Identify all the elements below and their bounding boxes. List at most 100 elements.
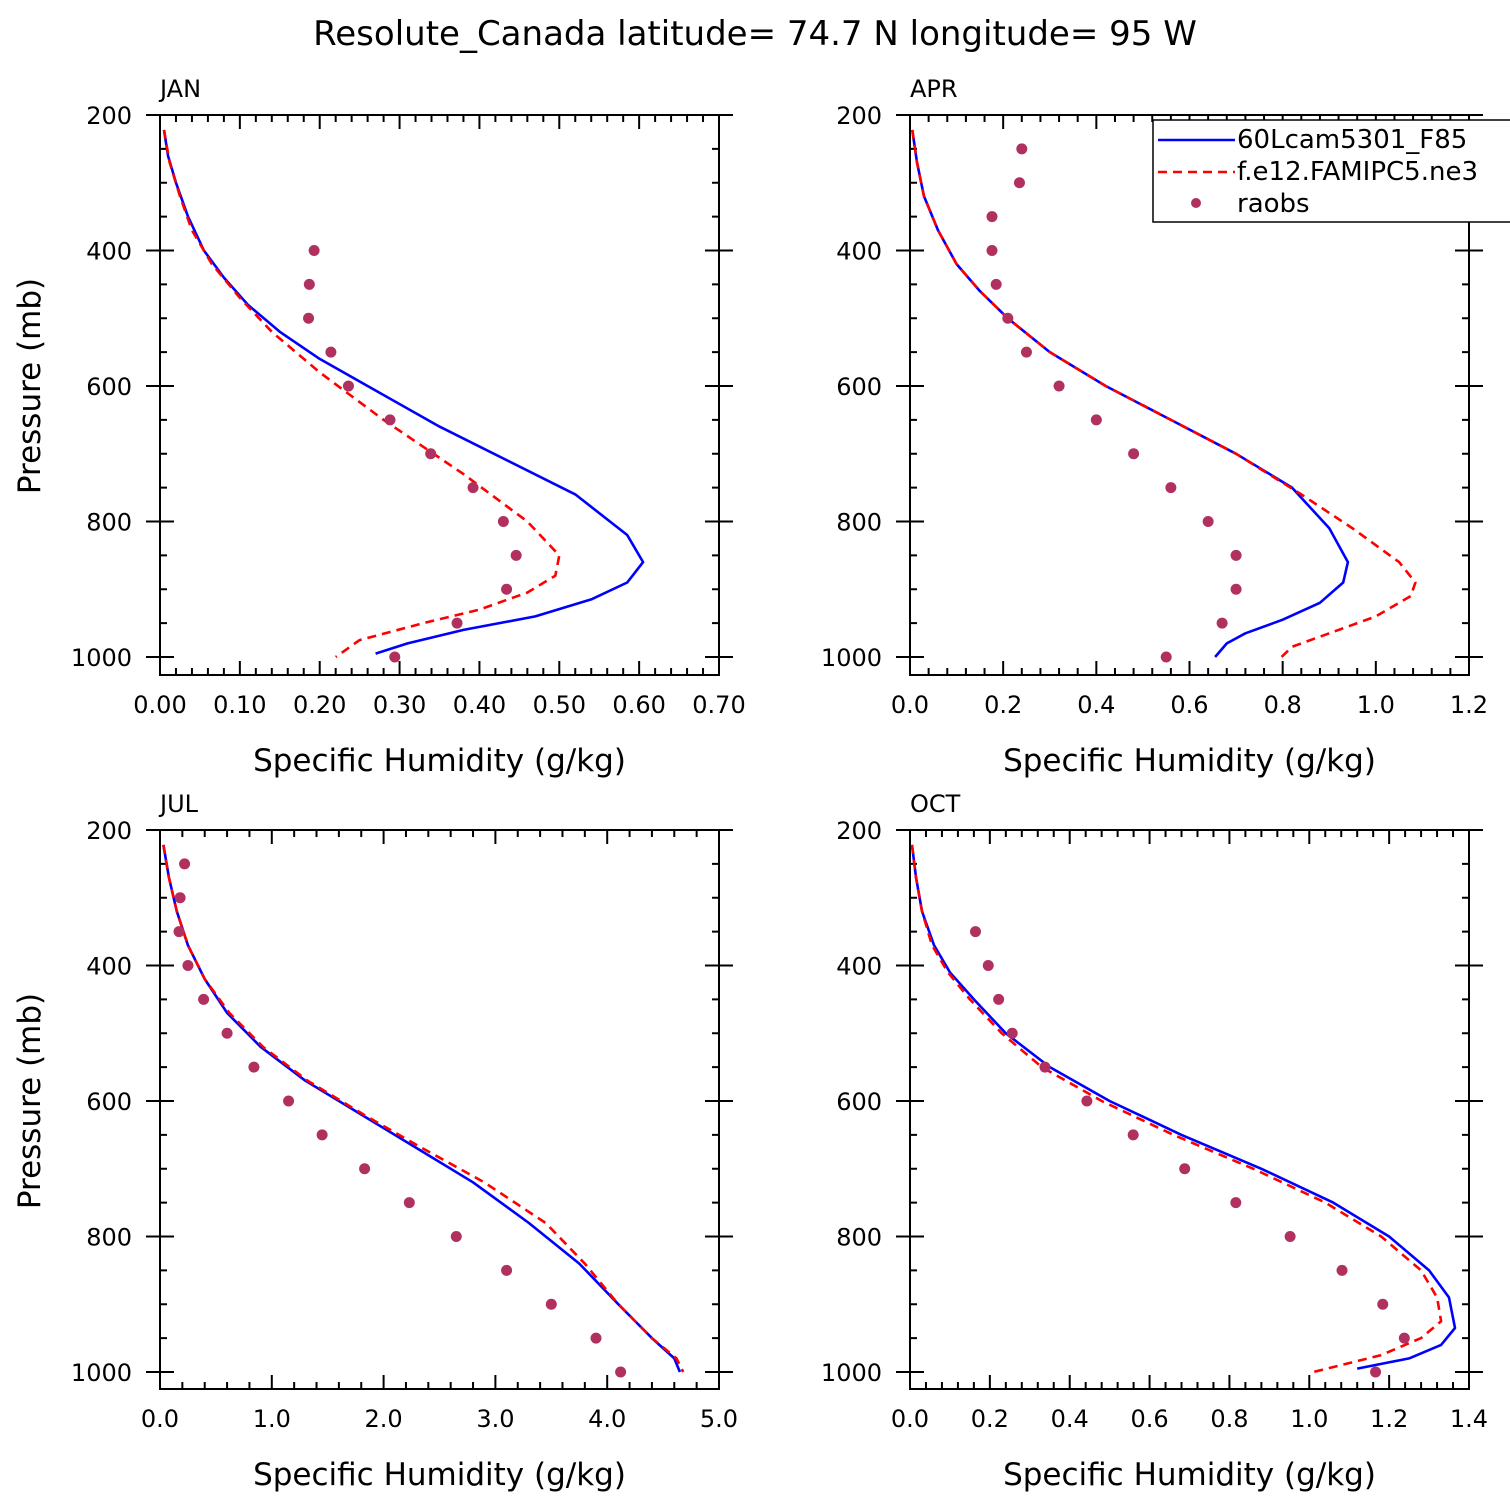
raobs-point-apr <box>986 245 998 256</box>
raobs-point-apr <box>1160 651 1172 663</box>
x-tick-label: 0.4 <box>1077 691 1115 719</box>
raobs-point-jul <box>450 1231 462 1242</box>
plot-frame-jul <box>159 829 720 1390</box>
raobs-point-jul <box>501 1264 513 1276</box>
raobs-point-apr <box>1216 617 1228 629</box>
x-tick-label: 0.10 <box>213 691 266 719</box>
raobs-point-apr <box>1013 177 1025 189</box>
x-tick-label: 1.0 <box>253 1405 291 1433</box>
y-tick-label: 1000 <box>821 644 882 672</box>
panel-jan: JAN 0.00 0.10 0.20 0.30 0.40 0.50 0.60 0.70 200 4… <box>12 75 746 779</box>
x-tick-label: 0.4 <box>1051 1405 1089 1433</box>
raobs-point-jul <box>182 960 194 971</box>
x-tick-label: 0.40 <box>453 691 506 719</box>
y-tick-label: 1000 <box>821 1359 882 1387</box>
x-tick-label: 1.0 <box>1357 691 1395 719</box>
legend-label-model-1: 60Lcam5301_F85 <box>1237 125 1467 155</box>
x-tick-label: 0.8 <box>1210 1405 1248 1433</box>
raobs-point-apr <box>1230 549 1242 561</box>
x-tick-label: 0.6 <box>1130 1405 1168 1433</box>
raobs-point-jul <box>283 1095 295 1107</box>
raobs-point-jan <box>501 583 513 595</box>
raobs-point-apr <box>1128 448 1140 460</box>
line-fe12-famipc5-jan <box>162 129 561 659</box>
x-tick-label: 0.60 <box>612 691 665 719</box>
raobs-point-jul <box>198 993 210 1005</box>
figure-title: Resolute_Canada latitude= 74.7 N longitu… <box>313 14 1197 54</box>
y-tick-label: 600 <box>86 373 132 401</box>
x-tick-label: 1.0 <box>1290 1405 1328 1433</box>
x-tick-label: 0.8 <box>1264 691 1302 719</box>
raobs-point-jul <box>179 858 191 870</box>
raobs-point-jan <box>303 312 315 324</box>
x-tick-label: 0.6 <box>1170 691 1208 719</box>
x-tick-label: 1.2 <box>1450 691 1488 719</box>
x-tick-label: 0.0 <box>141 1405 179 1433</box>
raobs-point-jan <box>325 346 337 358</box>
raobs-point-apr <box>1202 516 1214 527</box>
raobs-point-jul <box>590 1332 602 1344</box>
raobs-point-oct <box>993 993 1005 1005</box>
legend-swatch-raobs <box>1191 198 1201 208</box>
y-tick-label: 200 <box>836 817 882 845</box>
plot-frame-jan <box>159 114 720 676</box>
raobs-point-jan <box>384 414 396 426</box>
raobs-point-jan <box>342 380 354 392</box>
y-tick-label: 800 <box>836 1224 882 1252</box>
x-tick-label: 4.0 <box>588 1405 626 1433</box>
raobs-point-oct <box>1370 1366 1382 1378</box>
x-tick-label: 0.20 <box>293 691 346 719</box>
x-axis-label-jan: Specific Humidity (g/kg) <box>253 743 626 779</box>
raobs-point-jan <box>425 448 437 460</box>
raobs-point-apr <box>1230 583 1242 595</box>
x-tick-label: 3.0 <box>476 1405 514 1433</box>
raobs-point-apr <box>986 211 998 223</box>
line-60lcam5301-oct <box>910 844 1457 1370</box>
raobs-point-jul <box>248 1061 260 1073</box>
raobs-point-apr <box>990 278 1002 290</box>
raobs-point-oct <box>969 926 981 938</box>
line-60lcam5301-jan <box>162 129 645 655</box>
x-tick-label: 0.2 <box>971 1405 1009 1433</box>
y-tick-label: 400 <box>836 238 882 266</box>
x-tick-label: 0.0 <box>891 691 929 719</box>
raobs-point-jul <box>316 1129 328 1141</box>
panel-label-jul: JUL <box>158 790 199 818</box>
raobs-point-jul <box>403 1197 415 1209</box>
x-axis-label-jul: Specific Humidity (g/kg) <box>253 1457 626 1493</box>
x-tick-label: 0.30 <box>373 691 426 719</box>
y-tick-label: 800 <box>86 1224 132 1252</box>
x-axis-label-oct: Specific Humidity (g/kg) <box>1003 1457 1376 1493</box>
raobs-point-oct <box>1230 1197 1242 1209</box>
x-tick-label: 2.0 <box>365 1405 403 1433</box>
raobs-point-oct <box>1006 1027 1018 1039</box>
x-axis-label-apr: Specific Humidity (g/kg) <box>1003 743 1376 779</box>
raobs-point-oct <box>1284 1231 1296 1242</box>
y-tick-label: 1000 <box>71 644 132 672</box>
raobs-point-jan <box>308 245 320 256</box>
y-tick-label: 400 <box>836 953 882 981</box>
x-tick-label: 0.2 <box>984 691 1022 719</box>
x-tick-label: 1.4 <box>1450 1405 1488 1433</box>
legend: 60Lcam5301_F85 f.e12.FAMIPC5.ne3 raobs <box>1152 119 1510 223</box>
raobs-point-oct <box>1377 1298 1389 1310</box>
y-tick-label: 600 <box>836 1088 882 1116</box>
raobs-point-oct <box>1127 1129 1139 1141</box>
panel-oct: OCT 0.0 0.2 0.4 0.6 0.8 1.0 1.2 1.4 200 400 600 800… <box>821 790 1488 1493</box>
raobs-point-jul <box>221 1027 233 1039</box>
y-tick-label: 200 <box>836 102 882 130</box>
raobs-point-jan <box>389 651 401 663</box>
raobs-point-apr <box>1090 414 1102 426</box>
legend-box <box>1152 119 1510 223</box>
x-tick-label: 0.70 <box>692 691 745 719</box>
panel-jul: JUL 0.0 1.0 2.0 3.0 4.0 5.0 200 400 600 800 1000 Sp… <box>12 790 738 1493</box>
x-tick-label: 0.00 <box>133 691 186 719</box>
raobs-point-jan <box>497 516 509 527</box>
raobs-point-jan <box>303 278 315 290</box>
line-fe12-famipc5-oct <box>910 844 1443 1374</box>
raobs-point-oct <box>1179 1163 1191 1175</box>
y-tick-label: 200 <box>86 102 132 130</box>
y-axis-label-jan: Pressure (mb) <box>12 278 48 494</box>
x-tick-label: 0.0 <box>891 1405 929 1433</box>
panel-label-apr: APR <box>910 75 958 103</box>
